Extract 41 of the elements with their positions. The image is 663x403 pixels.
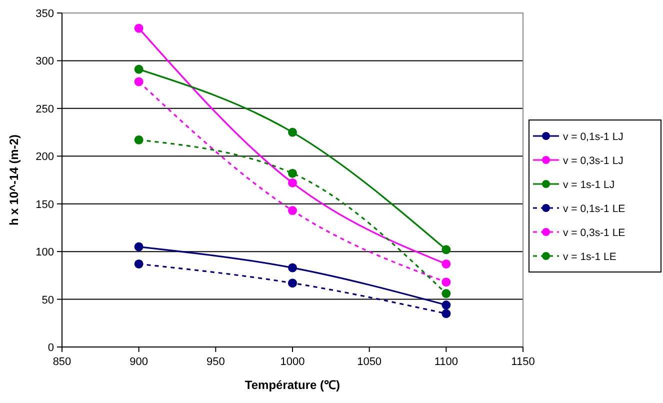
point bbox=[288, 206, 297, 216]
y-tick-label: 250 bbox=[36, 103, 54, 116]
point bbox=[134, 77, 144, 86]
point bbox=[442, 300, 451, 310]
x-tick-label: 950 bbox=[206, 356, 225, 368]
x-tick-label: 1150 bbox=[511, 356, 535, 368]
y-tick-label: 150 bbox=[36, 198, 54, 211]
x-tick-label: 900 bbox=[130, 356, 148, 368]
y-tick-label: 50 bbox=[42, 294, 54, 306]
legend-label: v = 0,3s-1 LE bbox=[563, 227, 626, 239]
legend-label: v = 0,3s-1 LJ bbox=[563, 155, 624, 167]
y-tick-label: 300 bbox=[36, 56, 54, 68]
legend-label: v = 1s-1 LJ bbox=[563, 179, 615, 191]
point bbox=[288, 128, 297, 137]
point bbox=[288, 168, 297, 178]
point bbox=[134, 135, 144, 144]
x-tick-label: 1050 bbox=[357, 356, 382, 368]
point bbox=[442, 309, 451, 318]
y-tick-label: 100 bbox=[36, 246, 54, 259]
legend-label: v = 0,1s-1 LJ bbox=[563, 131, 624, 143]
x-tick-label: 1000 bbox=[280, 356, 305, 368]
point bbox=[288, 278, 297, 288]
y-tick-label: 350 bbox=[36, 8, 54, 20]
legend-label: v = 0,1s-1 LE bbox=[563, 203, 626, 215]
legend-label: v = 1s-1 LE bbox=[563, 251, 616, 263]
point bbox=[288, 178, 297, 188]
point bbox=[134, 24, 144, 33]
y-tick-label: 0 bbox=[48, 342, 54, 354]
point bbox=[134, 64, 144, 74]
y-axis-title: h x 10^-14 (m-2) bbox=[7, 134, 21, 226]
point bbox=[442, 278, 451, 287]
point bbox=[442, 289, 451, 298]
x-axis-title: Température (℃) bbox=[244, 378, 340, 392]
point bbox=[442, 259, 451, 268]
x-tick-label: 1100 bbox=[434, 356, 458, 368]
point bbox=[134, 242, 144, 252]
point bbox=[288, 263, 297, 272]
point bbox=[134, 259, 144, 268]
x-tick-label: 850 bbox=[52, 356, 72, 368]
point bbox=[442, 245, 451, 254]
y-tick-label: 200 bbox=[36, 151, 54, 164]
